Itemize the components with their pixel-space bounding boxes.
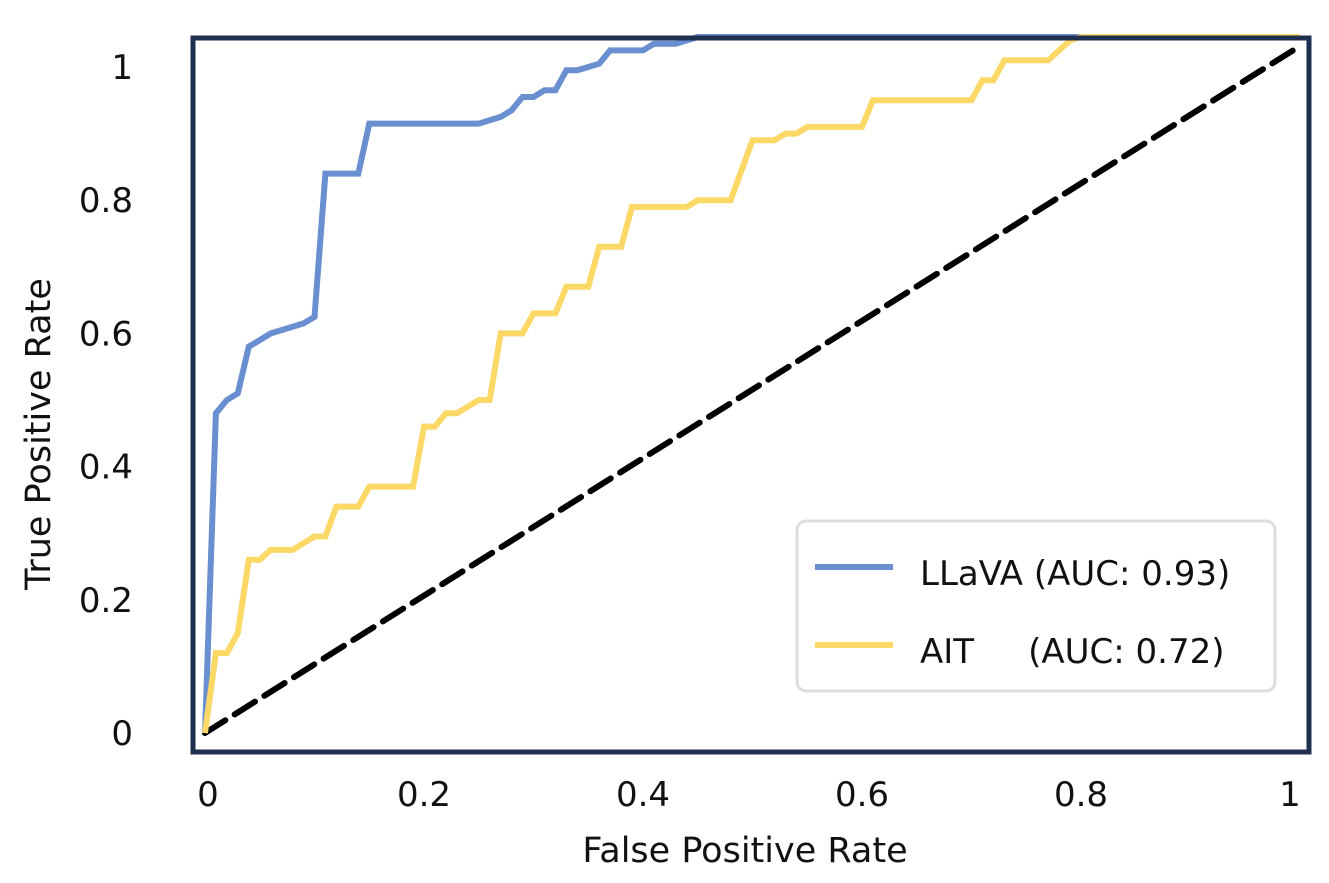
y-tick-label: 0.2 bbox=[79, 581, 133, 621]
series-line-llava bbox=[202, 34, 1300, 734]
x-axis-label: False Positive Rate bbox=[582, 831, 907, 871]
y-axis-ticks: 0 0.2 0.4 0.6 0.8 1 bbox=[79, 48, 133, 754]
x-axis-ticks: 0 0.2 0.4 0.6 0.8 1 bbox=[197, 775, 1301, 815]
x-tick-label: 0.4 bbox=[616, 775, 670, 815]
y-tick-label: 1 bbox=[111, 48, 133, 88]
plot-area bbox=[190, 34, 1312, 755]
series-layer bbox=[202, 34, 1300, 734]
y-axis-label: True Positive Rate bbox=[19, 278, 59, 591]
y-tick-label: 0.4 bbox=[79, 448, 133, 488]
legend: LLaVA (AUC: 0.93) AIT (AUC: 0.72) bbox=[795, 519, 1277, 693]
x-tick-label: 1 bbox=[1279, 775, 1301, 815]
series-line-ait bbox=[202, 34, 1300, 734]
legend-label-llava: LLaVA (AUC: 0.93) bbox=[920, 554, 1230, 594]
y-tick-label: 0 bbox=[111, 714, 133, 754]
x-tick-label: 0.2 bbox=[397, 775, 451, 815]
plot-frame bbox=[190, 35, 1312, 755]
y-tick-label: 0.8 bbox=[79, 181, 133, 221]
y-tick-label: 0.6 bbox=[79, 314, 133, 354]
legend-label-ait: AIT (AUC: 0.72) bbox=[920, 632, 1224, 672]
x-tick-label: 0 bbox=[197, 775, 219, 815]
chance-diagonal-line bbox=[202, 43, 1303, 736]
x-tick-label: 0.6 bbox=[835, 775, 889, 815]
x-tick-label: 0.8 bbox=[1054, 775, 1108, 815]
legend-box bbox=[795, 519, 1277, 693]
